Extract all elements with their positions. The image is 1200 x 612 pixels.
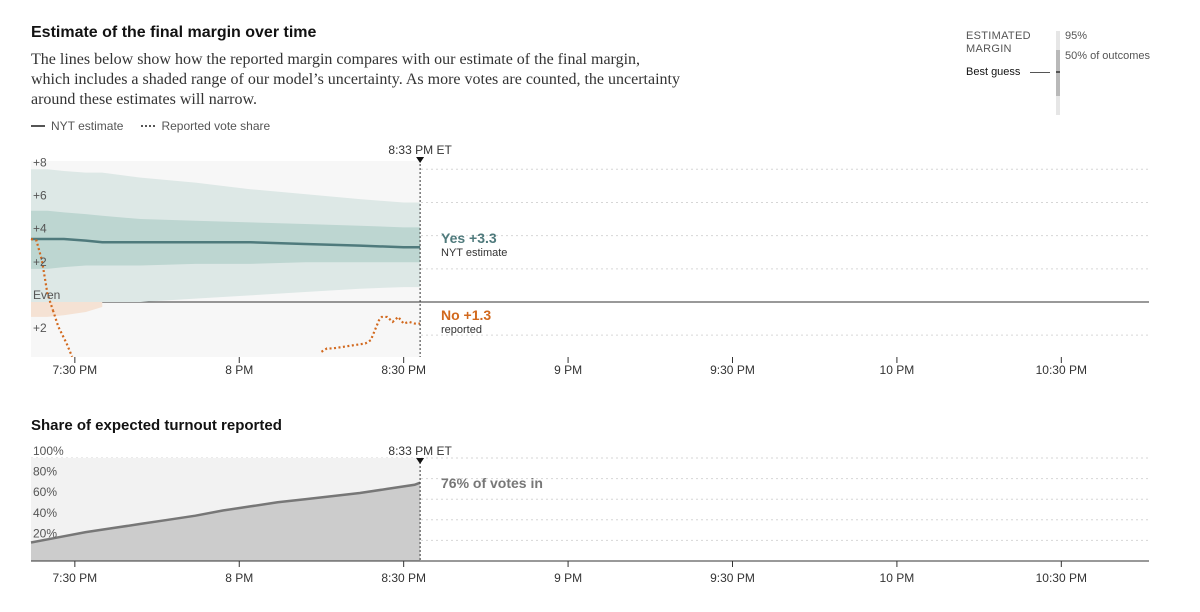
key-best-guess-tick [1056,71,1060,73]
turnout-y-tick-label: 20% [33,526,57,540]
turnout-elapsed-background [31,458,421,561]
turnout-chart-title: Share of expected turnout reported [31,417,282,434]
key-50-label: 50% of outcomes [1065,50,1150,62]
band-95-no [31,302,103,317]
chart-description: The lines below show how the reported ma… [31,51,680,108]
y-tick-label: +8 [33,155,47,169]
legend-item-reported: Reported vote share [141,119,270,133]
margin-chart: +8 +6 +4 +2 Even +2 7:30 PM 8 PM 8:30 PM 9 PM 9:3… [30,143,1149,377]
turnout-x-tick-label: 10:30 PM [1036,571,1087,585]
key-best-guess-connector [1030,72,1050,73]
y-tick-label: +6 [33,188,47,202]
y-tick-label: +4 [33,222,47,236]
x-tick-label: 10:30 PM [1036,363,1087,377]
estimate-line [31,237,421,249]
key-best-guess-label: Best guess [966,66,1021,78]
key-header: ESTIMATED MARGIN [966,30,1031,56]
estimated-margin-key: ESTIMATED MARGIN Best guess 95% 50% of o… [966,28,1166,118]
y-tick-label: +2 [33,321,47,335]
turnout-callout: 76% of votes in [441,475,543,491]
turnout-now-marker-label: 8:33 PM ET [388,444,452,458]
estimate-callout-sub: NYT estimate [441,247,507,259]
estimate-callout-value: Yes +3.3 [441,230,497,246]
now-marker-label: 8:33 PM ET [388,143,452,157]
x-tick-label: 8 PM [225,363,253,377]
turnout-y-tick-label: 40% [33,506,57,520]
reported-callout-value: No +1.3 [441,307,491,323]
reported-line-segment [320,315,421,353]
x-tick-label: 9:30 PM [710,363,755,377]
turnout-y-tick-label: 60% [33,485,57,499]
turnout-line [30,481,421,544]
legend-reported-label: Reported vote share [161,119,271,133]
legend-item-estimate: NYT estimate [31,119,123,133]
chart-legend: NYT estimate Reported vote share [31,119,270,133]
turnout-x-tick-label: 8:30 PM [381,571,426,585]
y-tick-label: +2 [33,255,47,269]
key-header-line1: ESTIMATED [966,30,1031,42]
turnout-y-tick-label: 80% [33,465,57,479]
turnout-x-tick-label: 10 PM [880,571,915,585]
turnout-x-tick-label: 9 PM [554,571,582,585]
x-tick-label: 8:30 PM [381,363,426,377]
chart-title: Estimate of the final margin over time [31,24,317,41]
key-50-bar [1056,50,1060,96]
legend-dotted-swatch [141,125,156,127]
legend-solid-swatch [31,125,45,127]
turnout-x-tick-label: 9:30 PM [710,571,755,585]
reported-callout-sub: reported [441,324,482,336]
key-header-line2: MARGIN [966,43,1012,55]
x-tick-label: 10 PM [880,363,915,377]
turnout-x-tick-label: 7:30 PM [52,571,97,585]
now-marker-arrow [416,157,425,163]
turnout-now-marker-arrow [416,458,425,464]
turnout-y-tick-label: 100% [33,444,64,458]
band-50-yes [31,210,421,269]
reported-line-segment [30,237,54,311]
turnout-x-tick-label: 8 PM [225,571,253,585]
legend-estimate-label: NYT estimate [51,119,124,133]
x-tick-label: 9 PM [554,363,582,377]
turnout-area [31,482,421,561]
y-tick-label: Even [33,288,60,302]
key-95-label: 95% [1065,30,1088,42]
x-tick-label: 7:30 PM [52,363,97,377]
